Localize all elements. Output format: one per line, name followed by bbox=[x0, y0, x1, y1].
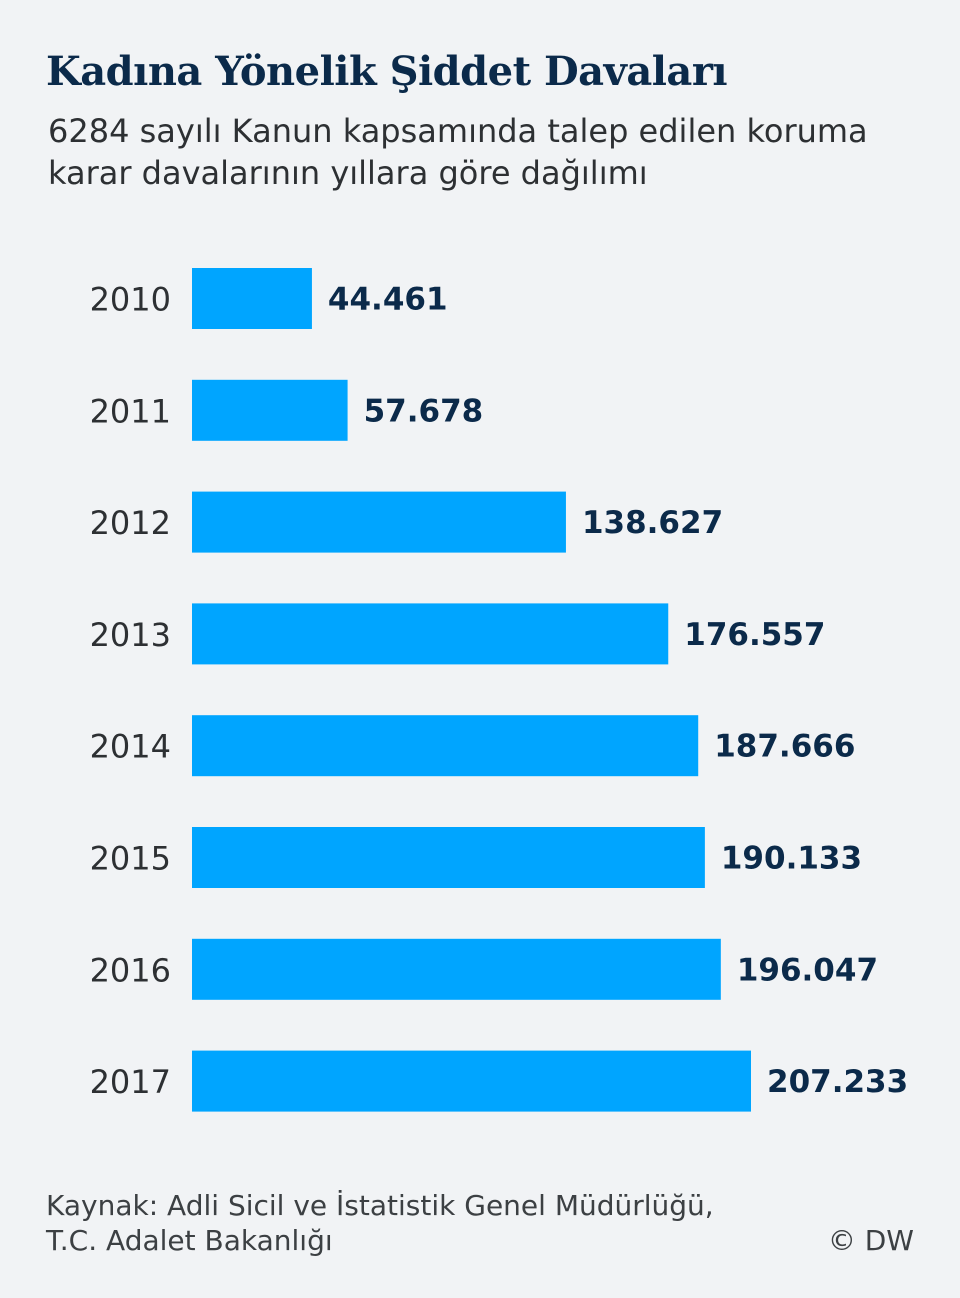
bar-2015 bbox=[192, 827, 705, 888]
year-label-2015: 2015 bbox=[90, 840, 171, 878]
source-line-1: Kaynak: Adli Sicil ve İstatistik Genel M… bbox=[46, 1189, 714, 1222]
bar-2013 bbox=[192, 603, 669, 665]
value-label-2015: 190.133 bbox=[721, 841, 862, 877]
bar-2016 bbox=[192, 938, 721, 1000]
chart-title: Kadına Yönelik Şiddet Davaları bbox=[46, 48, 728, 95]
bar-chart: 2010 44.461 2011 57.678 2012 138.627 2013 176.5… bbox=[90, 268, 908, 1112]
year-label-2017: 2017 bbox=[90, 1063, 171, 1101]
value-label-2010: 44.461 bbox=[328, 282, 448, 318]
year-label-2013: 2013 bbox=[90, 616, 171, 654]
bar-2017 bbox=[192, 1050, 751, 1112]
value-label-2011: 57.678 bbox=[364, 393, 484, 429]
value-label-2014: 187.666 bbox=[714, 729, 855, 765]
year-label-2011: 2011 bbox=[90, 392, 171, 430]
source-line-2: T.C. Adalet Bakanlığı bbox=[46, 1224, 333, 1257]
chart-subtitle: 6284 sayılı Kanun kapsamında talep edile… bbox=[48, 112, 868, 192]
year-label-2010: 2010 bbox=[90, 281, 171, 319]
value-label-2017: 207.233 bbox=[767, 1064, 908, 1100]
value-label-2013: 176.557 bbox=[684, 617, 825, 653]
bar-2010 bbox=[192, 268, 312, 329]
bar-2014 bbox=[192, 715, 699, 777]
source-note: Kaynak: Adli Sicil ve İstatistik Genel M… bbox=[46, 1188, 714, 1258]
value-label-2016: 196.047 bbox=[737, 952, 878, 988]
year-label-2016: 2016 bbox=[90, 951, 171, 989]
copyright-label: © DW bbox=[827, 1224, 914, 1257]
year-label-2012: 2012 bbox=[90, 504, 171, 542]
value-label-2012: 138.627 bbox=[582, 505, 723, 541]
bar-2012 bbox=[192, 491, 566, 553]
bar-2011 bbox=[192, 379, 348, 441]
year-label-2014: 2014 bbox=[90, 728, 171, 766]
